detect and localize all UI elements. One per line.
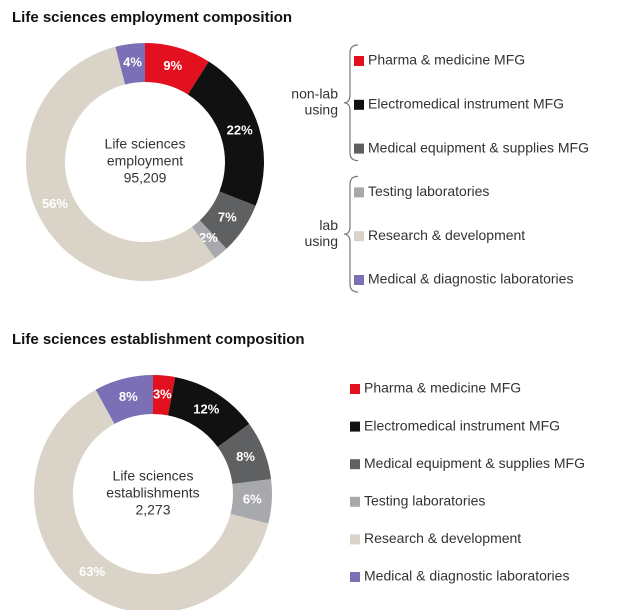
donut-slice [25,46,215,282]
legend-label: Medical equipment & supplies MFG [364,455,585,471]
legend-label: Pharma & medicine MFG [364,380,521,396]
data-label: 8% [236,449,255,464]
legend-swatch [350,534,360,545]
data-label: 3% [153,386,172,401]
data-label: 63% [79,564,105,579]
legend-label: Pharma & medicine MFG [368,52,525,68]
legend-swatch [350,496,360,507]
legend-label: Testing laboratories [368,183,489,199]
legend-swatch [354,187,364,198]
legend-label: Research & development [368,227,525,243]
data-label: 12% [193,401,219,416]
donut-slice [115,43,145,85]
data-label: 6% [243,492,262,507]
donut-slice [95,375,153,424]
donut-slice [187,61,264,206]
data-label: 2% [199,230,218,245]
group-brace [343,44,359,162]
legend-label: Electromedical instrument MFG [368,96,564,112]
donut-slice [167,377,250,447]
legend-swatch [350,459,360,470]
legend-swatch [354,231,364,242]
data-label: 8% [119,389,138,404]
group-label: lab [319,217,338,233]
chart-title: Life sciences employment composition [12,9,292,26]
center-label: 95,209 [124,170,167,186]
donut-slice [199,191,256,249]
data-label: 7% [218,209,237,224]
center-label: Life sciences [113,468,194,484]
legend-label: Testing laboratories [364,493,485,509]
legend-swatch [354,275,364,285]
group-label: using [305,102,338,118]
legend-label: Medical & diagnostic laboratories [368,271,573,287]
data-label: 22% [227,123,253,138]
data-label: 56% [42,196,68,211]
legend-swatch [354,99,364,110]
center-label: establishments [106,485,199,501]
legend-swatch [354,56,364,66]
donut-slice [33,389,269,610]
legend-label: Research & development [364,530,521,546]
center-label: Life sciences [105,136,186,152]
center-label: employment [107,153,183,169]
donut-slice [230,479,273,524]
center-label: 2,273 [135,502,170,518]
legend-swatch [350,572,360,582]
chart-title: Life sciences establishment composition [12,331,305,348]
donut-slice [153,375,176,416]
donut-slice [217,424,272,484]
legend-label: Medical & diagnostic laboratories [364,568,569,584]
data-label: 4% [123,55,142,70]
legend-label: Medical equipment & supplies MFG [368,139,589,155]
group-brace [343,175,359,293]
legend-swatch [354,143,364,154]
group-label: using [305,233,338,249]
donut-slice [145,43,209,95]
legend-label: Electromedical instrument MFG [364,417,560,433]
legend-swatch [350,384,360,394]
donut-slice [192,220,227,259]
legend-swatch [350,421,360,432]
data-label: 9% [163,58,182,73]
group-label: non-lab [291,86,338,102]
